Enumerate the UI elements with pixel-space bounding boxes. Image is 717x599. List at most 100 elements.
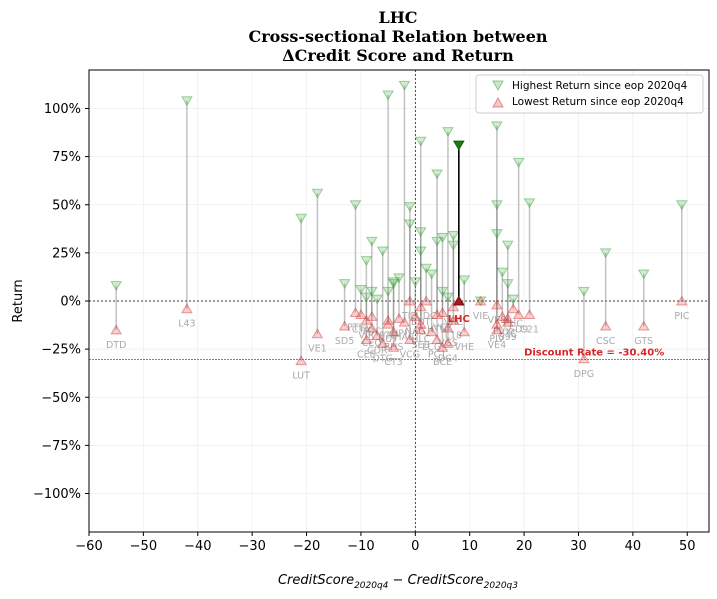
y-tick-label: 75% xyxy=(52,150,81,165)
high-return-marker xyxy=(338,279,351,290)
high-return-marker xyxy=(181,96,193,107)
low-return-marker xyxy=(295,355,307,366)
low-return-marker xyxy=(110,324,123,335)
ticker-label: VGS xyxy=(438,338,458,349)
high-return-marker xyxy=(474,296,487,307)
high-return-marker xyxy=(409,277,422,288)
ticker-label: VRC xyxy=(444,317,464,328)
ticker-label: GTS xyxy=(634,336,653,347)
ticker-label: HUT xyxy=(378,334,398,345)
high-return-marker xyxy=(365,286,378,297)
low-return-marker xyxy=(420,295,433,306)
high-return-marker xyxy=(501,240,514,251)
low-return-marker xyxy=(365,310,378,321)
low-return-marker xyxy=(404,334,416,344)
low-return-marker xyxy=(442,322,454,333)
high-return-marker xyxy=(436,286,449,297)
high-return-marker xyxy=(371,294,384,305)
high-return-marker xyxy=(420,263,433,274)
ticker-label: CTA xyxy=(352,324,371,335)
low-return-marker xyxy=(409,310,422,321)
legend-label-high: Highest Return since eop 2020q4 xyxy=(512,80,688,92)
ticker-label: DTD xyxy=(106,340,126,351)
low-return-marker xyxy=(512,308,525,319)
y-tick-label: −100% xyxy=(33,487,81,502)
high-return-marker xyxy=(382,90,394,101)
reference-lines xyxy=(89,70,709,532)
high-return-marker xyxy=(491,200,503,211)
ticker-label: DTG xyxy=(372,353,392,364)
x-axis-ticks: −60 −50 −40 −30 −20 −10 0 10 20 30 40 50 xyxy=(75,532,696,554)
legend-marker-high xyxy=(492,80,504,92)
high-return-marker xyxy=(491,121,503,132)
low-return-marker xyxy=(637,320,650,331)
x-tick-label: −10 xyxy=(347,539,374,554)
high-return-marker xyxy=(447,240,460,251)
ticker-label: VIR xyxy=(358,330,374,341)
x-tick-label: 40 xyxy=(625,539,642,554)
ticker-label: VCG xyxy=(400,350,421,361)
low-return-marker xyxy=(447,314,460,325)
ticker-label: VE4 xyxy=(488,340,507,351)
x-tick-label: −60 xyxy=(75,539,102,554)
ticker-label: HAC xyxy=(394,332,414,343)
low-return-marker xyxy=(491,299,503,310)
ticker-label: PTC xyxy=(379,330,397,341)
high-return-marker xyxy=(414,246,427,257)
low-return-marker xyxy=(414,324,427,335)
ticker-label: CEE xyxy=(357,350,376,361)
high-return-marker xyxy=(360,256,373,267)
x-tick-label: 10 xyxy=(461,539,478,554)
y-tick-label: −25% xyxy=(41,343,81,358)
chart-title-line-3: ΔCredit Score and Return xyxy=(282,46,514,65)
ticker-label: TDC xyxy=(361,326,382,337)
ticker-label: VE8 xyxy=(488,315,507,326)
low-return-marker xyxy=(501,312,514,323)
ticker-label: VIE xyxy=(473,311,488,322)
markers xyxy=(110,80,688,366)
ticker-label: S99 xyxy=(499,332,517,343)
low-return-marker xyxy=(675,295,688,306)
ticker-label: BTC xyxy=(499,328,518,339)
high-return-marker xyxy=(442,292,454,303)
low-return-marker xyxy=(491,324,503,335)
x-axis-label-main-2: CreditScore xyxy=(408,573,484,588)
high-return-marker xyxy=(295,213,307,224)
ticker-label: BCE xyxy=(433,357,452,368)
low-return-marker xyxy=(414,301,427,312)
high-return-marker xyxy=(436,232,449,243)
high-return-marker xyxy=(404,219,416,230)
high-return-marker xyxy=(512,157,525,168)
ticker-label: VC2 xyxy=(433,323,452,334)
low-return-marker xyxy=(425,326,438,337)
low-return-marker xyxy=(355,308,367,319)
highlight-series: LHC xyxy=(448,140,470,325)
ticker-label: C21 xyxy=(520,324,539,335)
x-tick-label: −20 xyxy=(293,539,320,554)
high-return-marker xyxy=(376,246,389,257)
low-return-marker xyxy=(578,353,590,364)
ticker-label: PC1 xyxy=(428,350,446,361)
ticker-label: CEO xyxy=(362,338,382,349)
x-tick-label: −30 xyxy=(238,539,265,554)
ticker-label: CDR xyxy=(367,346,388,357)
low-return-marker xyxy=(599,320,612,331)
low-return-marker xyxy=(474,295,487,306)
low-return-marker xyxy=(404,295,416,306)
ticker-label: BDT xyxy=(411,317,431,328)
high-return-marker xyxy=(414,136,427,147)
high-return-marker xyxy=(393,273,405,284)
highlight-low-marker xyxy=(452,295,465,306)
ticker-label: L43 xyxy=(178,319,195,330)
low-return-marker xyxy=(387,326,400,337)
ticker-label: VHE xyxy=(454,342,474,353)
x-tick-label: 30 xyxy=(570,539,587,554)
ticker-label: L18 xyxy=(445,330,462,341)
low-return-marker xyxy=(414,318,427,329)
x-tick-label: 0 xyxy=(411,539,419,554)
low-return-marker xyxy=(365,322,378,333)
low-return-marker xyxy=(458,326,471,337)
low-return-marker xyxy=(496,310,509,321)
ticker-label: HPI xyxy=(391,328,407,339)
